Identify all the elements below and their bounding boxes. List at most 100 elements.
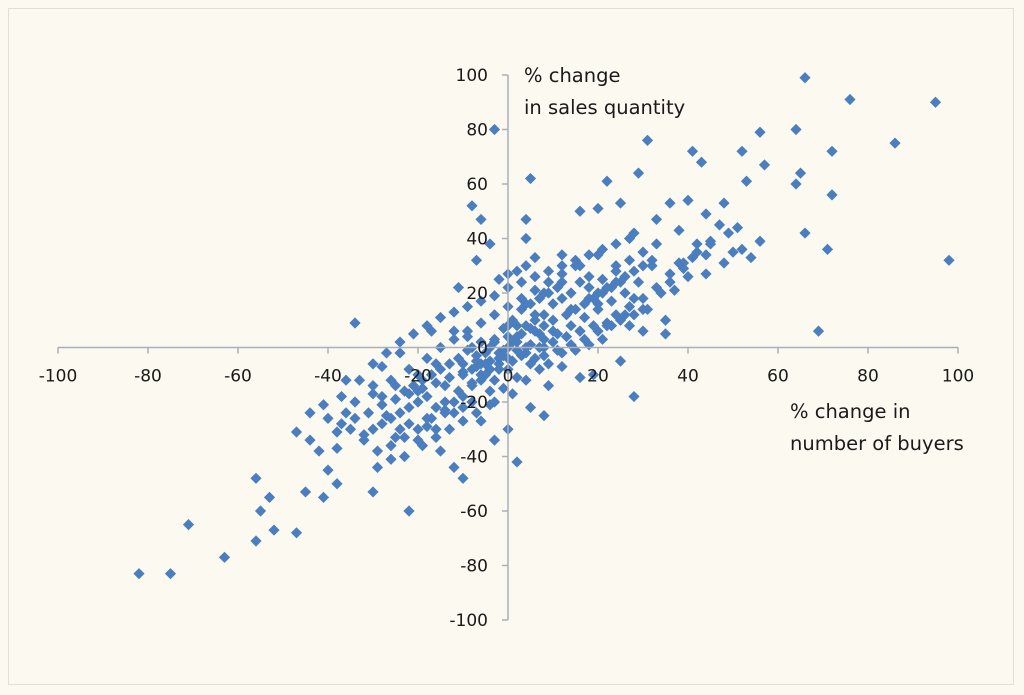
scatter-point — [547, 298, 559, 310]
scatter-point — [133, 568, 145, 580]
scatter-point — [659, 314, 672, 326]
scatter-point — [371, 445, 384, 457]
scatter-point — [524, 401, 537, 414]
scatter-point — [520, 374, 532, 386]
scatter-point — [524, 358, 537, 370]
scatter-point — [704, 235, 717, 247]
scatter-point — [664, 276, 676, 288]
x-axis-title-line-1: % change in — [790, 400, 910, 423]
scatter-point — [826, 189, 838, 201]
scatter-point — [488, 309, 501, 321]
scatter-point — [754, 235, 766, 247]
scatter-point — [569, 254, 582, 266]
scatter-point — [394, 407, 406, 419]
scatter-point — [601, 281, 613, 294]
scatter-point — [619, 287, 631, 299]
scatter-point — [358, 429, 370, 441]
scatter-point — [731, 222, 744, 234]
scatter-point — [376, 399, 388, 411]
scatter-point — [475, 369, 487, 381]
scatter-point — [457, 415, 469, 427]
scatter-point — [457, 358, 469, 370]
scatter-point — [538, 287, 550, 299]
y-tick-label: 100 — [456, 66, 488, 86]
scatter-point — [929, 96, 942, 108]
scatter-point — [650, 213, 663, 226]
y-tick-label: 20 — [466, 284, 488, 304]
scatter-point — [182, 519, 195, 531]
scatter-point — [565, 339, 577, 351]
scatter-point — [686, 145, 699, 157]
scatter-point — [650, 281, 663, 294]
scatter-point — [520, 213, 532, 226]
scatter-point — [421, 420, 433, 433]
scatter-point — [511, 371, 523, 384]
scatter-point — [592, 298, 604, 310]
scatter-point — [218, 551, 231, 563]
scatter-point — [353, 374, 366, 386]
scatter-point — [556, 360, 568, 373]
scatter-point — [628, 265, 640, 277]
y-axis-title-line-1: % change — [524, 64, 621, 87]
scatter-point — [556, 347, 568, 359]
scatter-point — [475, 415, 487, 427]
scatter-point — [425, 369, 438, 381]
x-tick-label: 100 — [942, 367, 974, 387]
scatter-point — [515, 328, 528, 340]
scatter-point — [457, 472, 469, 484]
scatter-point — [565, 303, 577, 315]
scatter-point — [466, 200, 478, 212]
scatter-point — [250, 535, 262, 547]
scatter-point — [524, 172, 537, 185]
scatter-point — [583, 281, 595, 294]
scatter-point — [385, 412, 397, 424]
scatter-point — [515, 303, 528, 315]
scatter-point — [610, 309, 622, 321]
scatter-point — [466, 363, 478, 375]
scatter-point — [610, 276, 622, 288]
scatter-point — [592, 249, 604, 261]
scatter-point — [362, 407, 375, 419]
x-tick-label: 40 — [677, 367, 699, 387]
scatter-point — [164, 568, 177, 580]
y-tick-label: 80 — [466, 121, 488, 141]
scatter-point — [412, 385, 424, 397]
scatter-point — [601, 175, 613, 187]
scatter-point — [250, 472, 262, 484]
scatter-point — [398, 431, 411, 444]
scatter-point — [943, 254, 955, 266]
scatter-point — [493, 273, 505, 285]
scatter-point — [254, 505, 267, 517]
y-tick-label: 60 — [466, 175, 488, 195]
scatter-point — [623, 320, 636, 332]
scatter-point — [790, 123, 802, 136]
scatter-point — [367, 380, 379, 392]
scatter-point — [565, 287, 577, 299]
scatter-point — [434, 311, 447, 324]
scatter-point — [673, 257, 685, 269]
scatter-point — [596, 333, 609, 345]
scatter-point — [317, 399, 330, 411]
scatter-point — [637, 292, 649, 305]
scatter-point — [511, 336, 523, 348]
y-axis-title-line-2: in sales quantity — [524, 96, 685, 119]
scatter-point — [655, 287, 667, 299]
scatter-point — [628, 292, 640, 305]
scatter-point — [641, 134, 654, 146]
scatter-point — [430, 377, 442, 389]
scatter-point — [443, 371, 456, 384]
scatter-point — [331, 426, 343, 438]
scatter-point — [412, 434, 424, 446]
scatter-point — [718, 257, 730, 269]
scatter-point — [605, 295, 618, 307]
scatter-point — [574, 371, 586, 384]
scatter-point — [794, 167, 807, 179]
scatter-point — [322, 412, 334, 424]
scatter-point — [371, 461, 384, 473]
scatter-point — [560, 331, 573, 343]
scatter-point — [493, 347, 505, 359]
scatter-point — [322, 464, 334, 476]
scatter-point — [403, 401, 415, 414]
scatter-point — [547, 314, 559, 326]
